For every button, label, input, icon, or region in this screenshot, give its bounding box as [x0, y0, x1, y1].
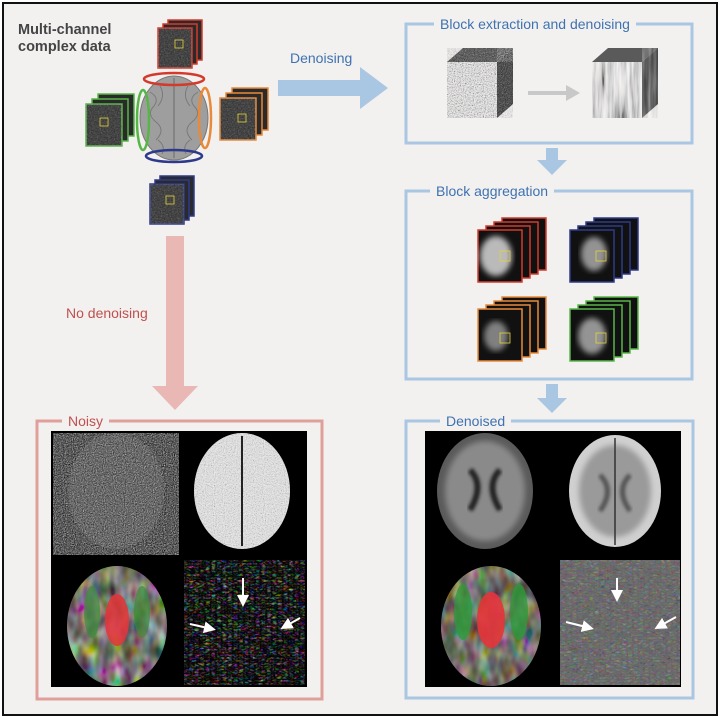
image-stack-icon [219, 87, 269, 141]
noisy-title: Noisy [62, 413, 110, 429]
image-stack-icon [569, 296, 639, 362]
noisy-box [35, 419, 324, 701]
down-arrow-1 [537, 148, 567, 175]
mri-image-icon [67, 566, 167, 686]
multichannel-title: Multi-channel complex data [18, 22, 111, 56]
white-arrow-icon [654, 616, 677, 629]
coil-ring-blue [144, 148, 204, 164]
denoising-label: Denoising [290, 50, 353, 66]
mri-image-icon [569, 435, 661, 547]
white-arrow-icon [280, 617, 301, 629]
coil-ring-green [135, 88, 151, 152]
block-extraction-title: Block extraction and denoising [434, 16, 636, 32]
white-arrow-icon [565, 620, 594, 632]
image-stack-icon [569, 217, 639, 283]
denoised-cube-icon [592, 48, 658, 118]
image-stack-icon [85, 93, 135, 147]
denoised-box [404, 419, 695, 700]
denoised-title: Denoised [440, 413, 512, 429]
denoising-arrow [278, 67, 388, 109]
no-denoising-arrow [152, 236, 198, 410]
block-aggregation-title: Block aggregation [430, 183, 555, 199]
no-denoising-label: No denoising [66, 305, 148, 321]
coil-ring-red [142, 71, 206, 87]
noise-cube-icon [447, 48, 513, 118]
title-line-2: complex data [18, 39, 111, 55]
mri-image-icon [441, 566, 541, 686]
title-line-1: Multi-channel [18, 22, 112, 38]
mri-image-icon [53, 433, 179, 555]
multichannel-data-group [85, 19, 269, 225]
mri-image-icon [437, 433, 533, 549]
white-arrow-icon [189, 621, 216, 634]
image-stack-icon [477, 296, 547, 362]
gray-arrow [528, 85, 580, 101]
image-stack-icon [157, 19, 203, 69]
mri-image-icon [184, 560, 305, 685]
image-stack-icon [477, 217, 547, 283]
mri-image-icon [560, 560, 680, 685]
mri-image-icon [194, 433, 290, 549]
brain-icon [139, 75, 209, 161]
down-arrow-2 [537, 384, 567, 413]
image-stack-icon [149, 175, 195, 225]
coil-ring-orange [197, 86, 213, 150]
